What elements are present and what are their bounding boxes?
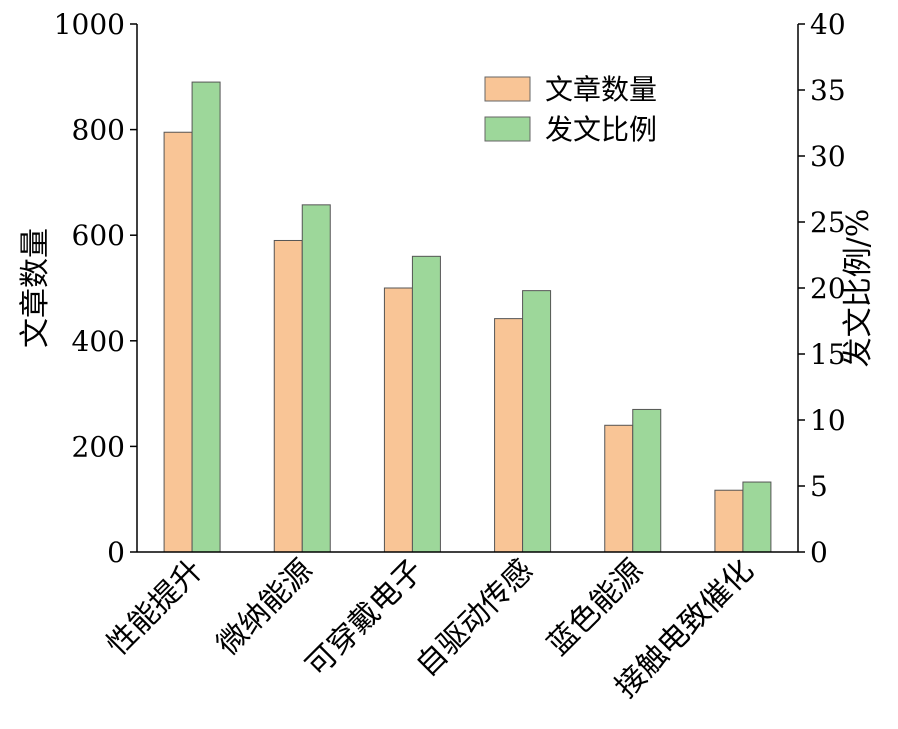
category-label-3: 自驱动传感 [409,553,540,684]
bar-publication-ratio-2 [411,255,441,553]
bar-article-count-3 [494,318,524,553]
legend-label-article-count: 文章数量 [545,73,657,106]
bar-article-count-1 [273,239,303,553]
left-tick-label-1: 200 [72,430,125,463]
bar-publication-ratio-4 [632,408,662,553]
bar-article-count-4 [604,424,634,553]
bar-article-count-5 [714,489,744,553]
legend-label-publication-ratio: 发文比例 [545,113,657,146]
left-axis-title: 文章数量 [18,228,53,348]
category-label-1: 微纳能源 [210,553,320,663]
right-tick-label-4: 20 [810,272,846,305]
bar-publication-ratio-0 [191,81,221,553]
left-tick-label-0: 0 [107,536,125,569]
category-label-4: 蓝色能源 [541,553,651,663]
category-label-2: 可穿戴电子 [299,553,430,684]
right-axis-title: 发文比例/% [841,209,876,368]
legend: 文章数量 发文比例 [484,73,657,146]
left-tick-label-4: 800 [72,114,125,147]
bar-article-count-0 [163,131,193,553]
category-label-0: 性能提升 [100,553,210,663]
left-tick-label-2: 400 [72,325,125,358]
right-tick-label-1: 5 [810,470,828,503]
right-tick-label-2: 10 [810,404,846,437]
bar-publication-ratio-5 [742,481,772,553]
bar-article-count-2 [383,287,413,553]
legend-swatch-article-count [484,76,531,102]
left-tick-label-5: 1000 [54,8,125,41]
right-tick-label-3: 15 [810,338,846,371]
right-tick-label-0: 0 [810,536,828,569]
right-tick-label-7: 35 [810,74,846,107]
right-tick-label-5: 25 [810,206,846,239]
right-tick-label-6: 30 [810,140,846,173]
bars-layer [163,81,772,553]
left-tick-label-3: 600 [72,219,125,252]
bar-publication-ratio-1 [301,204,331,553]
legend-swatch-publication-ratio [484,116,531,142]
bar-publication-ratio-3 [522,290,552,553]
right-tick-label-8: 40 [810,8,846,41]
